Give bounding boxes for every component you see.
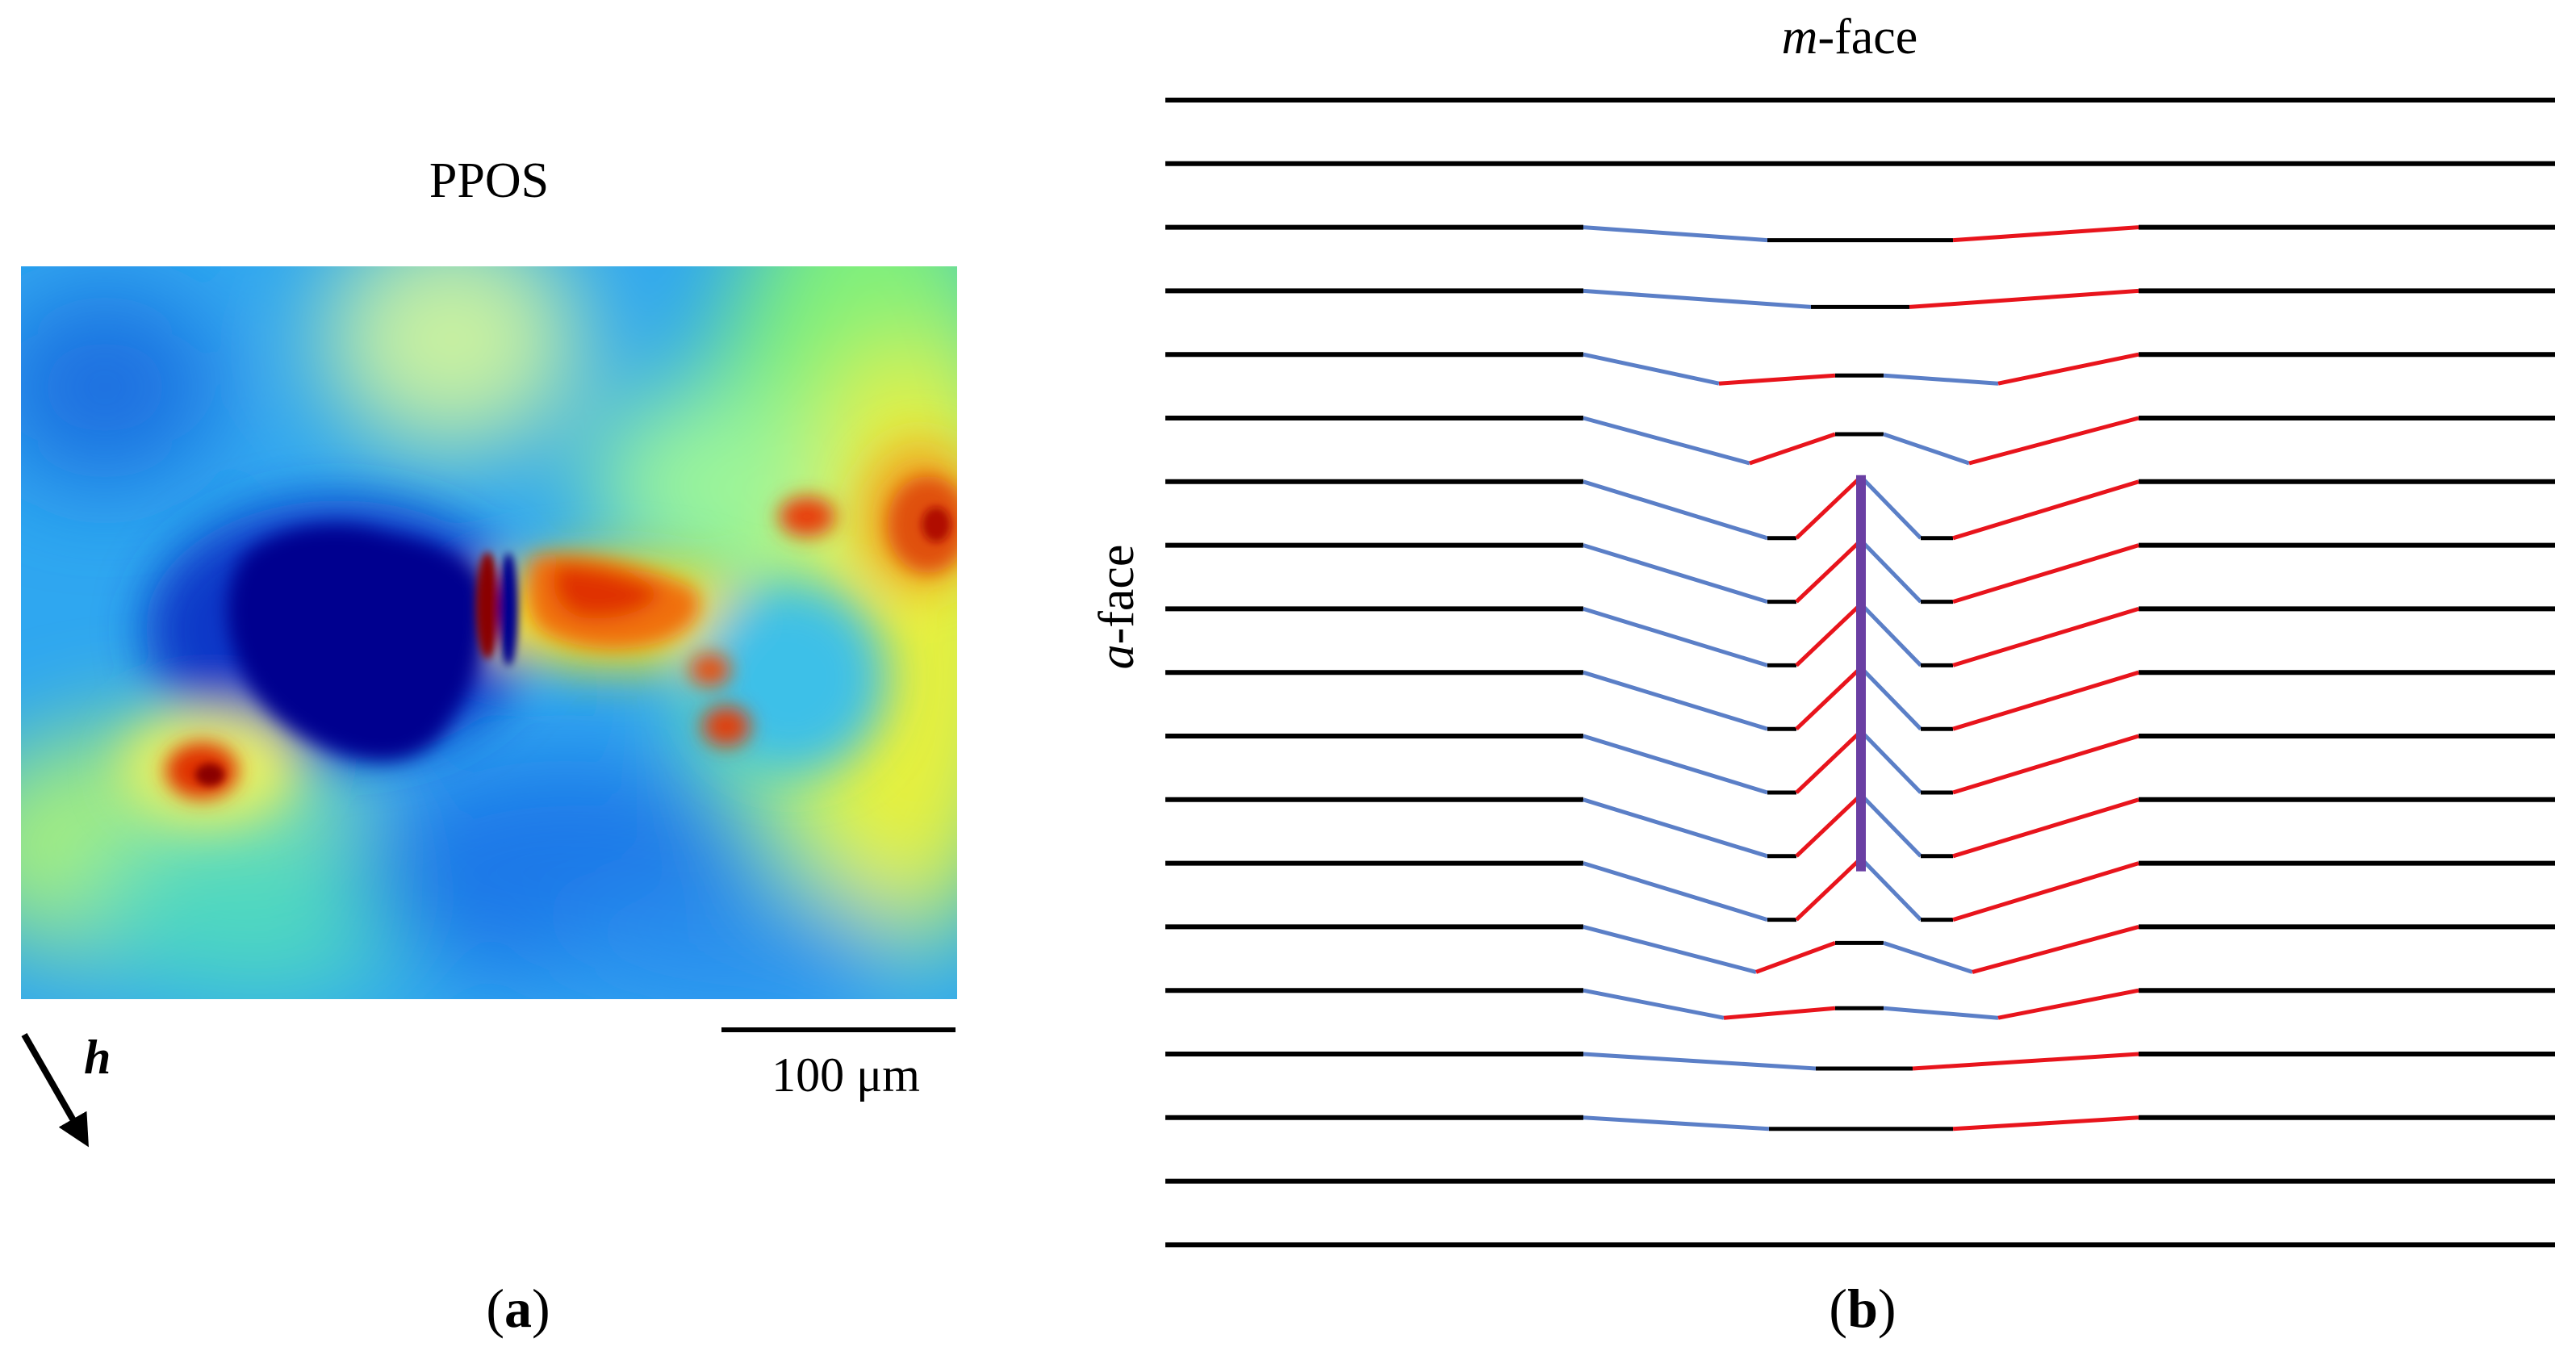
tilt-segment-blue — [1583, 416, 1750, 466]
a-face-label: a-face — [1089, 545, 1144, 670]
tilt-segment-blue — [1583, 352, 1720, 386]
ppos-orientation-map — [21, 266, 957, 999]
panel-b: m-face a-face (b) — [1089, 10, 2555, 1339]
m-face-label: m-face — [1782, 10, 1918, 65]
tilt-segment-blue — [1859, 602, 1922, 667]
tilt-segment-blue — [1883, 432, 1970, 466]
h-arrow — [21, 1033, 89, 1148]
tilt-segment-blue — [1583, 797, 1768, 859]
tilt-segment-blue — [1583, 1052, 1817, 1071]
tilt-segment-red — [1997, 352, 2139, 386]
tilt-segment-blue — [1583, 861, 1768, 922]
tilt-segment-red — [1952, 861, 2139, 922]
tilt-segment-red — [1795, 730, 1863, 794]
tilt-segment-red — [1952, 670, 2139, 731]
tilt-segment-red — [1795, 538, 1863, 604]
tilt-segment-red — [1952, 607, 2139, 667]
tilt-segment-red — [1952, 734, 2139, 795]
tilt-segment-red — [1755, 941, 1836, 974]
tilt-segment-blue — [1583, 225, 1768, 243]
red-domain — [165, 476, 957, 799]
tilt-segment-red — [1718, 373, 1836, 386]
map-title: PPOS — [429, 153, 549, 208]
tilt-segment-red — [1795, 666, 1863, 731]
tilt-segment-red — [1795, 475, 1863, 540]
tilt-segment-red — [1795, 793, 1863, 858]
tilt-segment-blue — [1583, 479, 1768, 541]
tilt-segment-blue — [1859, 666, 1922, 730]
tilt-segment-red — [1723, 1006, 1836, 1020]
tilt-segment-red — [1952, 479, 2139, 541]
tilt-segment-blue — [1583, 988, 1725, 1020]
tilt-segment-red — [1952, 1115, 2139, 1131]
panel-a: PPOS — [21, 153, 957, 1339]
tilt-segment-red — [1952, 543, 2139, 604]
tilt-segment-blue — [1583, 288, 1812, 309]
tilt-segment-red — [1972, 924, 2139, 974]
dark-red-core — [195, 507, 951, 786]
tilt-segment-blue — [1859, 856, 1922, 922]
tilt-segment-red — [1795, 856, 1863, 922]
tilt-segment-blue — [1883, 373, 1999, 386]
tilt-segment-red — [1909, 288, 2139, 309]
tilt-segment-blue — [1883, 1006, 1999, 1020]
tilt-segment-blue — [1583, 543, 1768, 604]
tilt-segment-red — [1968, 416, 2139, 466]
caption-b: (b) — [1829, 1278, 1896, 1339]
tilt-segment-red — [1997, 988, 2139, 1020]
map-broad-fields — [21, 266, 957, 999]
tilt-segment-red — [1912, 1052, 2139, 1071]
tilt-segment-blue — [1583, 734, 1768, 795]
tilt-segment-blue — [1859, 538, 1922, 604]
tilt-segment-red — [1749, 432, 1836, 466]
tilt-segment-blue — [1883, 941, 1973, 974]
tilt-segment-blue — [1583, 670, 1768, 731]
tilt-segment-blue — [1583, 924, 1757, 974]
tilt-segment-red — [1795, 602, 1863, 667]
tilt-segment-blue — [1859, 730, 1922, 794]
lattice-planes — [1165, 98, 2555, 1248]
tilt-segment-red — [1952, 797, 2139, 859]
scale-bar-label: 100 μm — [772, 1048, 920, 1102]
tilt-segment-blue — [1859, 475, 1922, 540]
tilt-segment-blue — [1583, 607, 1768, 667]
deep-blue-domain — [227, 525, 487, 761]
caption-a: (a) — [486, 1278, 550, 1339]
tilt-segment-blue — [1859, 793, 1922, 858]
tilt-segment-blue — [1583, 1115, 1770, 1131]
h-arrow-label: h — [84, 1031, 111, 1084]
tilt-segment-red — [1952, 225, 2139, 243]
